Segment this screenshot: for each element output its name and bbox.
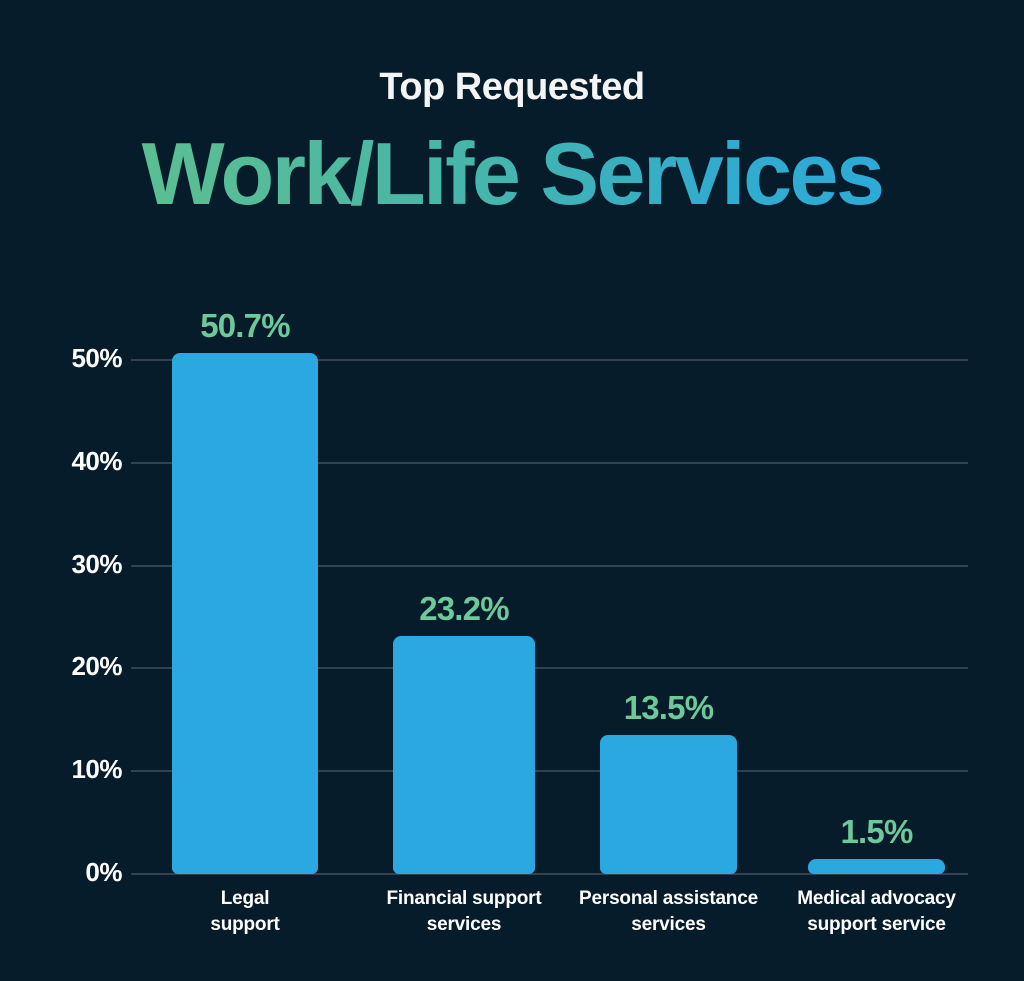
y-axis-tick-label: 50% xyxy=(71,343,122,373)
gridline xyxy=(131,873,968,875)
y-axis-tick-label: 20% xyxy=(71,651,122,682)
x-axis-category-label: Medical advocacy support service xyxy=(767,886,987,937)
y-axis-tick-label: 30% xyxy=(71,548,122,579)
bar-value-label: 23.2% xyxy=(419,589,509,627)
gridline xyxy=(131,564,968,567)
x-axis-label-line: services xyxy=(631,913,706,935)
y-axis-tick: 0% xyxy=(0,857,122,888)
chart-subtitle: Top Requested xyxy=(379,66,645,108)
y-axis-tick-label: 10% xyxy=(71,754,122,785)
bar[interactable] xyxy=(393,635,535,874)
bar-value-label: 13.5% xyxy=(623,689,714,727)
chart-header: Top Requested Work/Life Services xyxy=(0,0,1024,220)
x-axis-label-line: support xyxy=(210,913,280,935)
x-axis-category-label: Legal support xyxy=(135,886,355,937)
y-axis-tick: 40% xyxy=(0,446,122,477)
x-axis-label-line: Legal xyxy=(220,888,270,909)
x-axis-label-line: Financial support xyxy=(386,888,542,909)
y-axis-tick: 30% xyxy=(0,549,122,580)
gridline xyxy=(131,359,968,361)
x-axis-label-line: support service xyxy=(807,913,946,935)
chart-title: Work/Life Services xyxy=(0,106,1024,220)
y-axis-tick: 20% xyxy=(0,651,122,682)
x-axis-label-line: Personal assistance xyxy=(579,888,758,909)
x-axis-category-label: Financial support services xyxy=(354,886,574,937)
bar[interactable] xyxy=(808,858,945,874)
gridline xyxy=(131,461,968,464)
bar-value-label: 1.5% xyxy=(840,812,913,850)
y-axis-tick: 10% xyxy=(0,754,122,785)
bar-value-label: 50.7% xyxy=(200,306,290,344)
gridline xyxy=(131,770,968,773)
gridline xyxy=(131,667,968,670)
bar[interactable] xyxy=(600,735,737,874)
x-axis-label-line: services xyxy=(426,913,502,935)
y-axis-tick: 50% xyxy=(0,343,122,374)
y-axis-tick-label: 0% xyxy=(85,857,122,887)
x-axis-label-line: Medical advocacy xyxy=(797,888,956,909)
bar[interactable] xyxy=(172,352,318,874)
x-axis-category-label: Personal assistance services xyxy=(559,886,779,937)
y-axis-tick-label: 40% xyxy=(71,445,122,476)
